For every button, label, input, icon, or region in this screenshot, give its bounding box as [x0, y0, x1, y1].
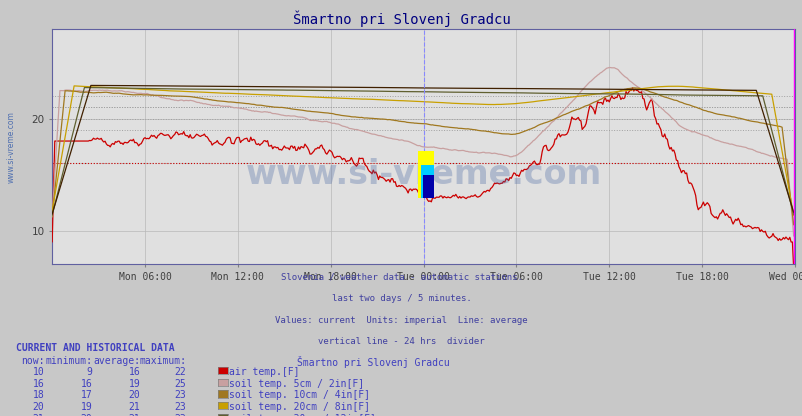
Text: CURRENT AND HISTORICAL DATA: CURRENT AND HISTORICAL DATA	[16, 343, 175, 353]
Text: www.si-vreme.com: www.si-vreme.com	[245, 158, 601, 191]
Text: 25: 25	[174, 379, 186, 389]
Text: 16: 16	[80, 379, 92, 389]
Text: minimum:: minimum:	[45, 356, 92, 366]
Text: 19: 19	[128, 379, 140, 389]
FancyBboxPatch shape	[420, 166, 433, 198]
Text: vertical line - 24 hrs  divider: vertical line - 24 hrs divider	[318, 337, 484, 347]
Text: Values: current  Units: imperial  Line: average: Values: current Units: imperial Line: av…	[275, 316, 527, 325]
Text: Šmartno pri Slovenj Gradcu: Šmartno pri Slovenj Gradcu	[292, 10, 510, 27]
Text: 16: 16	[128, 367, 140, 377]
Text: 20: 20	[128, 390, 140, 400]
Text: maximum:: maximum:	[139, 356, 186, 366]
Text: 21: 21	[32, 414, 44, 416]
Text: Slovenia / weather data - automatic stations.: Slovenia / weather data - automatic stat…	[280, 272, 522, 282]
Text: soil temp. 20cm / 8in[F]: soil temp. 20cm / 8in[F]	[229, 402, 370, 412]
Text: 23: 23	[174, 402, 186, 412]
Text: 22: 22	[174, 367, 186, 377]
Text: air temp.[F]: air temp.[F]	[229, 367, 299, 377]
Text: 18: 18	[32, 390, 44, 400]
Text: 9: 9	[87, 367, 92, 377]
Text: 19: 19	[80, 402, 92, 412]
Text: 21: 21	[128, 414, 140, 416]
Text: 23: 23	[174, 414, 186, 416]
Text: soil temp. 30cm / 12in[F]: soil temp. 30cm / 12in[F]	[229, 414, 375, 416]
Text: last two days / 5 minutes.: last two days / 5 minutes.	[331, 294, 471, 303]
Text: now:: now:	[21, 356, 44, 366]
Text: soil temp. 5cm / 2in[F]: soil temp. 5cm / 2in[F]	[229, 379, 363, 389]
Text: average:: average:	[93, 356, 140, 366]
Text: 10: 10	[32, 367, 44, 377]
Text: 23: 23	[174, 390, 186, 400]
Text: 17: 17	[80, 390, 92, 400]
FancyBboxPatch shape	[417, 151, 433, 198]
Text: 16: 16	[32, 379, 44, 389]
Text: Šmartno pri Slovenj Gradcu: Šmartno pri Slovenj Gradcu	[297, 356, 449, 368]
Text: 21: 21	[128, 402, 140, 412]
Text: soil temp. 10cm / 4in[F]: soil temp. 10cm / 4in[F]	[229, 390, 370, 400]
Text: 20: 20	[80, 414, 92, 416]
Text: www.si-vreme.com: www.si-vreme.com	[7, 111, 16, 183]
Text: 20: 20	[32, 402, 44, 412]
FancyBboxPatch shape	[423, 175, 433, 198]
